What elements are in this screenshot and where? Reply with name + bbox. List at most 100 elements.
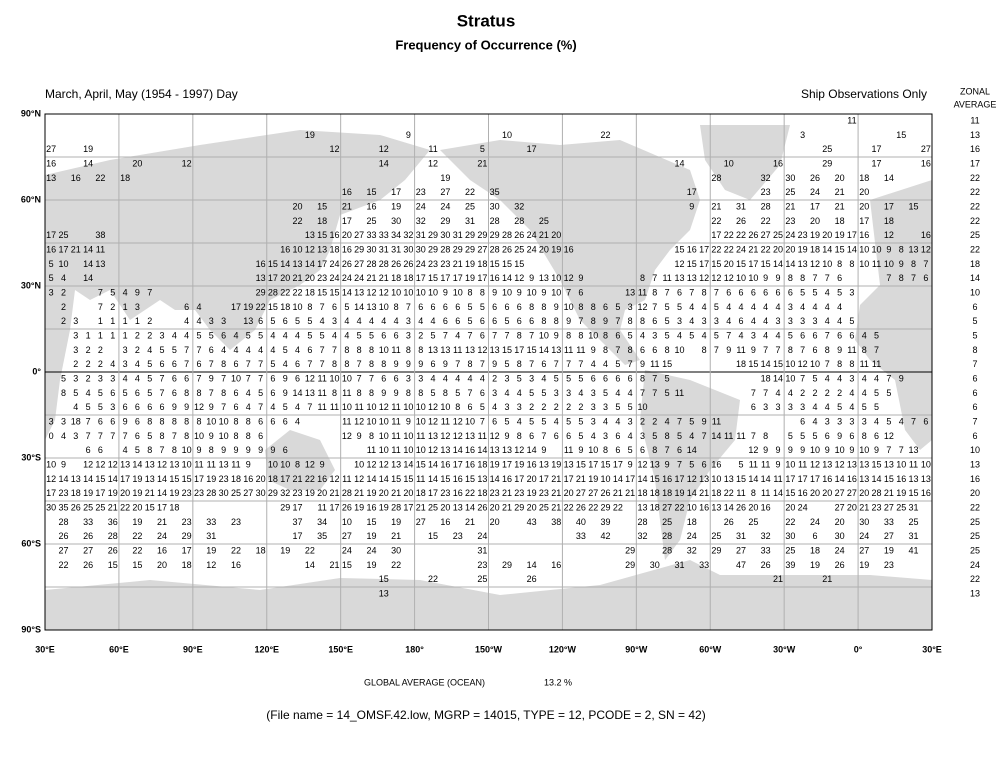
cell-value: 8 xyxy=(652,288,657,298)
cell-value: 16 xyxy=(440,460,450,470)
cell-value: 11 xyxy=(231,460,240,470)
cell-value: 9 xyxy=(246,460,251,470)
cell-value: 25 xyxy=(514,245,524,255)
cell-value: 18 xyxy=(650,503,660,513)
cell-value: 4 xyxy=(665,417,670,427)
cell-value: 15 xyxy=(872,460,882,470)
cell-value: 8 xyxy=(369,388,374,398)
cell-value: 6 xyxy=(258,316,263,326)
cell-value: 15 xyxy=(909,488,919,498)
cell-value: 14 xyxy=(490,474,500,484)
cell-value: 9 xyxy=(628,460,633,470)
cell-value: 6 xyxy=(923,273,928,283)
cell-value: 29 xyxy=(268,488,278,498)
cell-value: 15 xyxy=(465,474,475,484)
cell-value: 3 xyxy=(825,417,830,427)
cell-value: 43 xyxy=(527,517,537,527)
cell-value: 12 xyxy=(305,245,315,255)
cell-value: 22 xyxy=(293,216,303,226)
cell-value: 8 xyxy=(603,445,608,455)
cell-value: 33 xyxy=(761,546,771,556)
cell-value: 20 xyxy=(810,216,820,226)
cell-value: 10 xyxy=(551,273,561,283)
cell-value: 5 xyxy=(270,359,275,369)
cell-value: 17 xyxy=(453,460,463,470)
cell-value: 21 xyxy=(711,202,721,212)
cell-value: 12 xyxy=(83,460,93,470)
cell-value: 19 xyxy=(551,460,561,470)
cell-value: 4 xyxy=(726,316,731,326)
cell-value: 8 xyxy=(369,359,374,369)
cell-value: 18 xyxy=(120,173,130,183)
cell-value: 21 xyxy=(551,474,561,484)
cell-value: 6 xyxy=(480,331,485,341)
cell-value: 15 xyxy=(736,474,746,484)
cell-value: 4 xyxy=(246,388,251,398)
cell-value: 3 xyxy=(591,402,596,412)
cell-value: 26 xyxy=(736,216,746,226)
cell-value: 13 xyxy=(551,345,561,355)
cell-value: 30 xyxy=(219,488,229,498)
cell-value: 12 xyxy=(699,273,709,283)
cell-value: 4 xyxy=(455,331,460,341)
cell-value: 17 xyxy=(748,259,758,269)
cell-value: 12 xyxy=(711,273,721,283)
cell-value: 3 xyxy=(640,431,645,441)
cell-value: 4 xyxy=(135,374,140,384)
cell-value: 15 xyxy=(711,259,721,269)
cell-value: 7 xyxy=(899,445,904,455)
cell-value: 5 xyxy=(788,431,793,441)
cell-value: 9 xyxy=(689,202,694,212)
cell-value: 10 xyxy=(785,374,795,384)
cell-value: 9 xyxy=(283,388,288,398)
cell-value: 20 xyxy=(847,503,857,513)
cell-value: 8 xyxy=(554,316,559,326)
cell-value: 31 xyxy=(477,546,487,556)
cell-value: 7 xyxy=(209,388,214,398)
cell-value: 21 xyxy=(145,488,155,498)
cell-value: 14 xyxy=(157,488,167,498)
cell-value: 9 xyxy=(209,374,214,384)
cell-value: 15 xyxy=(268,259,278,269)
cell-value: 16 xyxy=(256,259,266,269)
cell-value: 13 xyxy=(674,273,684,283)
cell-value: 27 xyxy=(354,259,364,269)
cell-value: 6 xyxy=(615,374,620,384)
cell-value: 11 xyxy=(761,460,770,470)
cell-value: 39 xyxy=(601,517,611,527)
cell-value: 14 xyxy=(527,445,537,455)
cell-value: 12 xyxy=(810,259,820,269)
cell-value: 13 xyxy=(428,431,438,441)
cell-value: 32 xyxy=(403,230,413,240)
cell-value: 17 xyxy=(699,259,709,269)
cell-value: 4 xyxy=(110,359,115,369)
cell-value: 3 xyxy=(788,302,793,312)
cell-value: 11 xyxy=(367,445,376,455)
zonal-average: 22 xyxy=(970,245,980,255)
cell-value: 3 xyxy=(812,316,817,326)
cell-value: 15 xyxy=(416,460,426,470)
cell-value: 30 xyxy=(416,245,426,255)
cell-value: 5 xyxy=(86,402,91,412)
cell-value: 3 xyxy=(110,402,115,412)
cell-value: 6 xyxy=(517,302,522,312)
cell-value: 5 xyxy=(739,460,744,470)
cell-value: 6 xyxy=(812,331,817,341)
cell-value: 25 xyxy=(662,517,672,527)
cell-value: 6 xyxy=(480,388,485,398)
cell-value: 5 xyxy=(541,388,546,398)
cell-value: 16 xyxy=(896,474,906,484)
cell-value: 3 xyxy=(73,345,78,355)
cell-value: 7 xyxy=(812,273,817,283)
cell-value: 3 xyxy=(628,302,633,312)
cell-value: 10 xyxy=(810,445,820,455)
cell-value: 22 xyxy=(231,546,241,556)
cell-value: 12 xyxy=(206,560,216,570)
cell-value: 24 xyxy=(329,273,339,283)
cell-value: 41 xyxy=(909,546,919,556)
cell-value: 4 xyxy=(73,402,78,412)
cell-value: 2 xyxy=(529,402,534,412)
cell-value: 22 xyxy=(428,574,438,584)
cell-value: 23 xyxy=(194,488,204,498)
